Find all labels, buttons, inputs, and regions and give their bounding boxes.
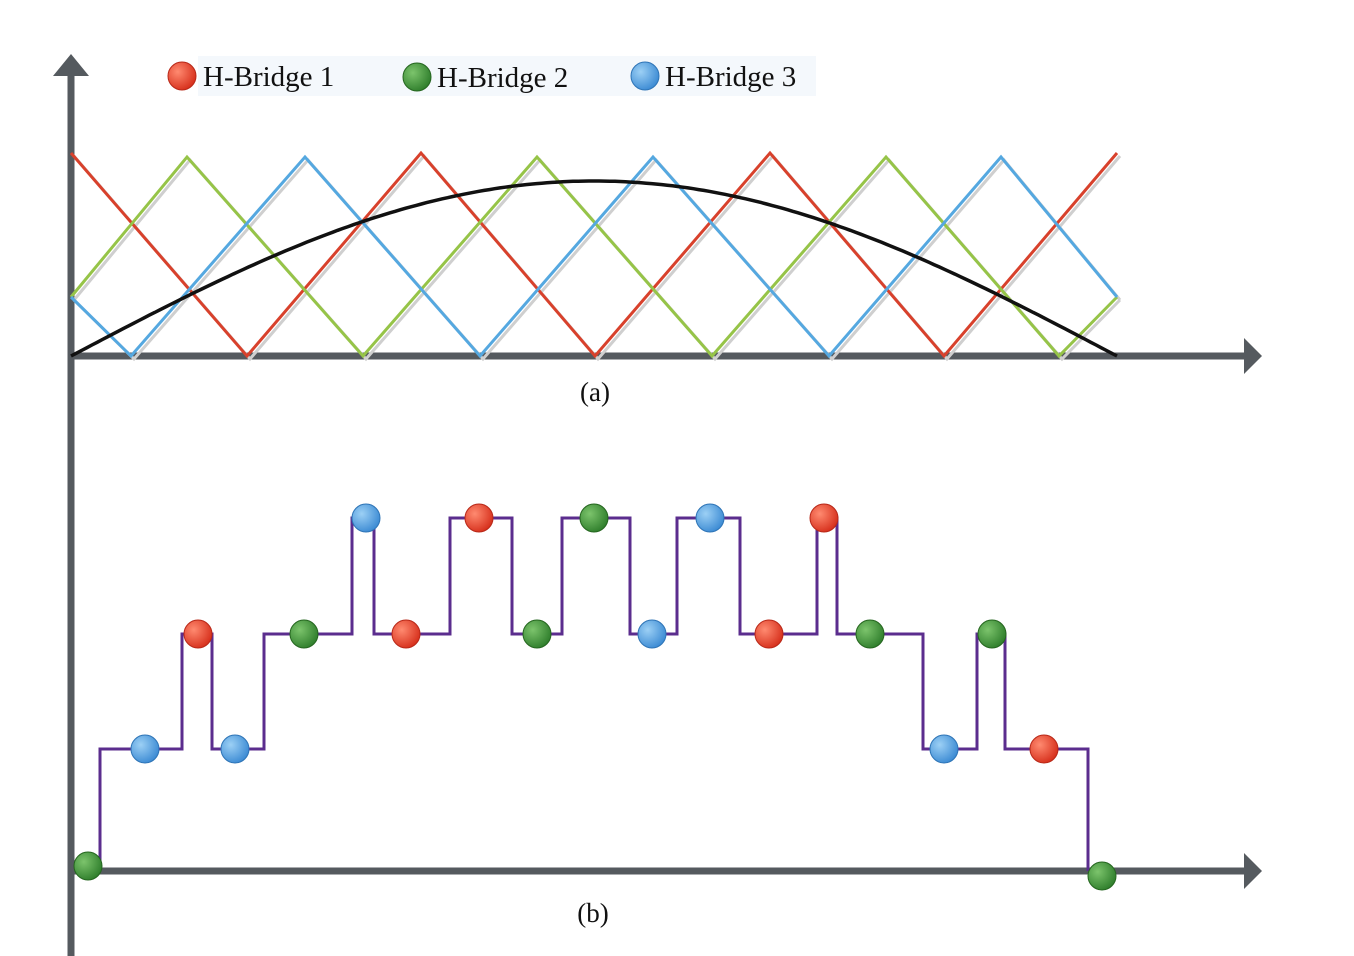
legend-item-h-bridge-2: H-Bridge 2 (402, 62, 568, 94)
carrier-h-bridge-1 (69, 150, 1119, 359)
carrier-shadow-h-bridge-2 (72, 157, 1122, 362)
marker-h-bridge-2-1 (73, 851, 103, 881)
marker-h-bridge-1-8 (464, 503, 494, 533)
legend: H-Bridge 1 H-Bridge 2 H-Bridge 3 (167, 56, 816, 96)
marker-h-bridge-3-2 (130, 734, 160, 764)
legend-marker-h-bridge-1 (167, 61, 197, 91)
marker-h-bridge-2-5 (289, 619, 319, 649)
switching-markers (73, 503, 1117, 891)
marker-h-bridge-1-14 (809, 503, 839, 533)
carrier-shadow-h-bridge-3 (72, 157, 1122, 362)
marker-h-bridge-1-3 (183, 619, 213, 649)
marker-h-bridge-2-10 (579, 503, 609, 533)
y-axis-arrowhead (53, 54, 89, 76)
panel-a: (a) (69, 150, 1122, 407)
marker-h-bridge-3-16 (929, 734, 959, 764)
carrier-h-bridge-2 (69, 154, 1119, 359)
legend-marker-h-bridge-2 (402, 62, 432, 92)
x-axis-a-arrowhead (1244, 338, 1262, 374)
output-staircase (98, 516, 1090, 871)
marker-h-bridge-1-18 (1029, 734, 1059, 764)
legend-item-h-bridge-1: H-Bridge 1 (167, 61, 334, 93)
legend-item-h-bridge-3: H-Bridge 3 (630, 61, 796, 93)
marker-h-bridge-2-19 (1087, 861, 1117, 891)
legend-label-h-bridge-2: H-Bridge 2 (437, 62, 568, 94)
carrier-shadows (72, 153, 1122, 362)
marker-h-bridge-3-12 (695, 503, 725, 533)
x-axis-b-arrowhead (1244, 853, 1262, 889)
marker-h-bridge-3-4 (220, 734, 250, 764)
marker-h-bridge-1-7 (391, 619, 421, 649)
marker-h-bridge-3-11 (637, 619, 667, 649)
caption-a: (a) (580, 377, 610, 407)
marker-h-bridge-3-6 (351, 503, 381, 533)
legend-label-h-bridge-1: H-Bridge 1 (203, 61, 334, 93)
panel-b: (b) (73, 503, 1117, 928)
carrier-h-bridge-3 (69, 154, 1119, 359)
legend-marker-h-bridge-3 (630, 61, 660, 91)
caption-b: (b) (577, 898, 608, 928)
marker-h-bridge-2-17 (977, 619, 1007, 649)
carrier-shadow-h-bridge-1 (72, 153, 1122, 362)
marker-h-bridge-2-9 (522, 619, 552, 649)
axes (53, 54, 1262, 956)
marker-h-bridge-1-13 (754, 619, 784, 649)
marker-h-bridge-2-15 (855, 619, 885, 649)
legend-background (198, 56, 816, 96)
sinusoidal-reference (70, 179, 1118, 358)
legend-label-h-bridge-3: H-Bridge 3 (665, 61, 796, 93)
